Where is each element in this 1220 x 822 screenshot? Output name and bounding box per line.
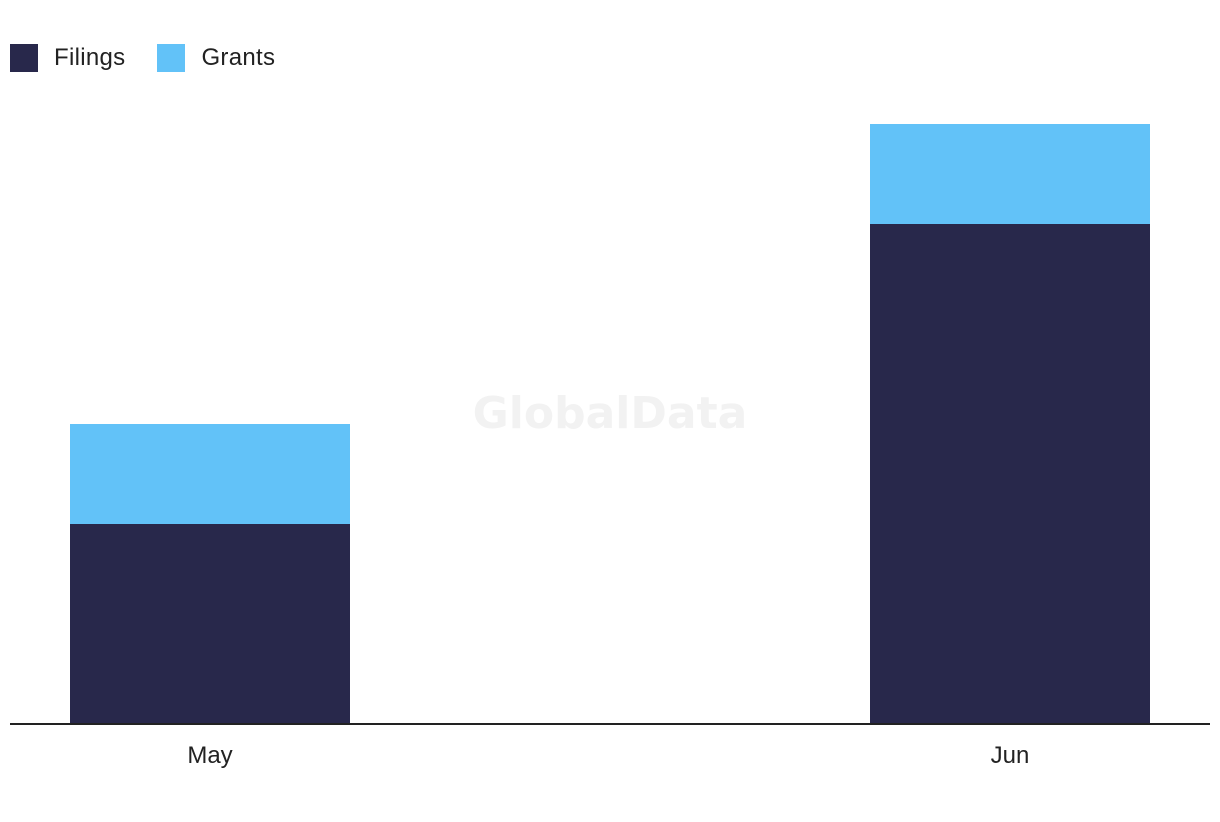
bar-grants-may xyxy=(70,424,350,524)
grants-swatch xyxy=(157,44,186,72)
legend-item-grants: Grants xyxy=(157,44,275,72)
legend-label-grants: Grants xyxy=(201,44,276,71)
bar-filings-may xyxy=(70,524,350,724)
legend-label-filings: Filings xyxy=(54,44,126,71)
watermark: GlobalData xyxy=(473,388,748,439)
bars-group xyxy=(70,124,1150,724)
filings-swatch xyxy=(10,44,38,72)
x-tick-label-jun: Jun xyxy=(991,742,1030,769)
x-tick-label-may: May xyxy=(187,742,232,769)
legend: Filings Grants xyxy=(10,44,275,72)
legend-item-filings: Filings xyxy=(10,44,125,72)
x-tick-labels: May Jun xyxy=(187,742,1029,769)
bar-filings-jun xyxy=(870,224,1150,724)
bar-grants-jun xyxy=(870,124,1150,224)
